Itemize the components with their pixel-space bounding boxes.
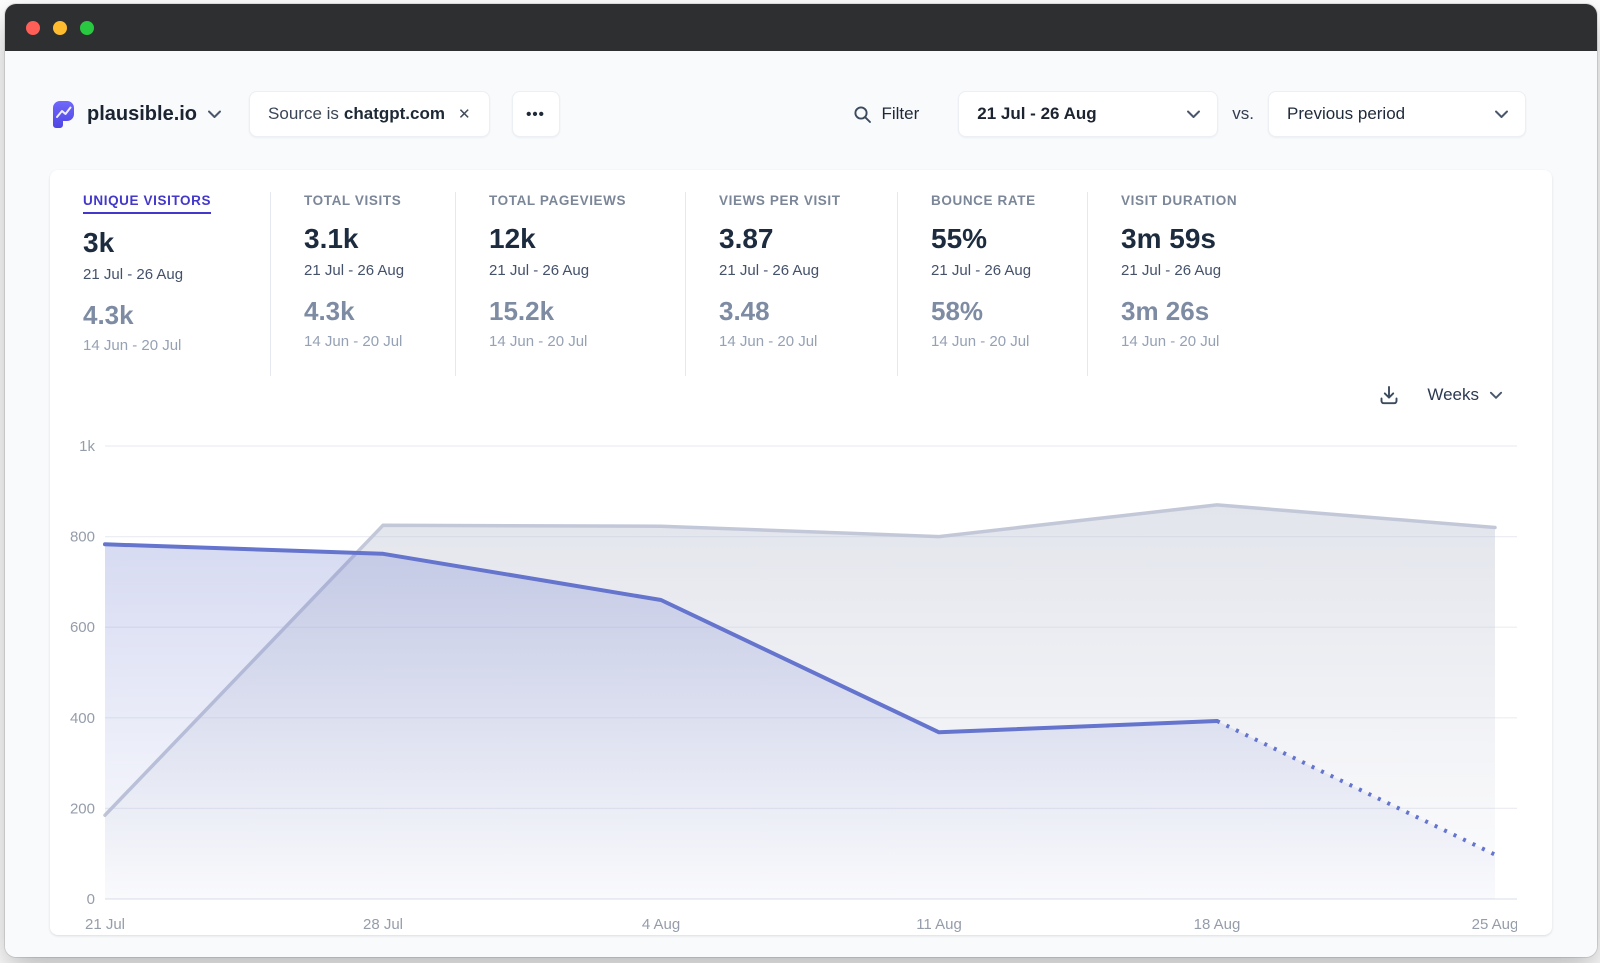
stat-period: 21 Jul - 26 Aug [304,262,405,279]
chevron-down-icon [208,110,222,118]
chevron-down-icon [1489,391,1503,399]
svg-text:28 Jul: 28 Jul [363,916,403,933]
stat-period: 21 Jul - 26 Aug [931,262,1032,279]
stat-value: 3m 59s [1121,223,1216,254]
comparison-value: Previous period [1287,104,1406,123]
filter-button-label: Filter [881,104,920,123]
top-stats-row: UNIQUE VISITORS 3k 21 Jul - 26 Aug 4.3k … [50,170,1552,376]
svg-text:0: 0 [87,891,95,908]
date-range-value: 21 Jul - 26 Aug [977,104,1097,123]
stat-unique-visitors[interactable]: UNIQUE VISITORS 3k 21 Jul - 26 Aug 4.3k … [50,192,270,376]
stat-label[interactable]: TOTAL PAGEVIEWS [489,193,627,208]
svg-text:11 Aug: 11 Aug [916,916,962,933]
remove-filter-icon[interactable]: ✕ [457,106,471,123]
svg-text:600: 600 [70,619,95,636]
stat-prev-period: 14 Jun - 20 Jul [304,333,403,350]
macos-titlebar [5,4,1597,51]
stat-period: 21 Jul - 26 Aug [1121,262,1222,279]
download-icon [1380,386,1398,405]
filter-button[interactable]: Filter [853,104,919,124]
site-name: plausible.io [87,102,198,125]
site-switcher[interactable]: plausible.io [50,100,222,128]
zoom-window-button[interactable] [80,20,94,35]
svg-text:25 Aug: 25 Aug [1472,916,1517,933]
stat-bounce-rate[interactable]: BOUNCE RATE 55% 21 Jul - 26 Aug 58% 14 J… [897,192,1087,376]
download-export-button[interactable] [1378,384,1400,406]
search-icon [854,105,872,123]
stat-prev-value: 3.48 [719,296,770,326]
stat-prev-value: 4.3k [304,296,355,326]
visitors-chart[interactable]: 0 200 400 600 800 1k 21 Jul 28 Jul 4 Aug 11 Aug 18… [65,416,1518,946]
plausible-logo-icon [53,100,74,128]
interval-picker[interactable]: Weeks [1427,385,1503,405]
stat-period: 21 Jul - 26 Aug [83,266,184,283]
interval-label: Weeks [1427,385,1479,404]
chart-controls: Weeks [50,380,1552,410]
chevron-down-icon [1495,110,1508,118]
filter-chip-source[interactable]: Source is chatgpt.com ✕ [249,91,490,137]
svg-text:400: 400 [70,710,95,727]
stat-views-per-visit[interactable]: VIEWS PER VISIT 3.87 21 Jul - 26 Aug 3.4… [685,192,897,376]
stat-value: 3.1k [304,223,359,254]
stat-visit-duration[interactable]: VISIT DURATION 3m 59s 21 Jul - 26 Aug 3m… [1087,192,1552,376]
stat-prev-period: 14 Jun - 20 Jul [1121,333,1220,350]
stat-label[interactable]: VISIT DURATION [1121,193,1238,208]
dashboard-header: plausible.io Source is chatgpt.com ✕ ••• [5,51,1597,137]
stat-prev-value: 3m 26s [1121,296,1210,326]
stat-prev-value: 58% [931,296,984,326]
stat-value: 3k [83,227,115,258]
stat-prev-period: 14 Jun - 20 Jul [719,333,818,350]
stat-prev-value: 4.3k [83,300,134,330]
comparison-picker[interactable]: Previous period [1268,91,1526,137]
app-window: plausible.io Source is chatgpt.com ✕ ••• [5,4,1597,957]
stat-total-visits[interactable]: TOTAL VISITS 3.1k 21 Jul - 26 Aug 4.3k 1… [270,192,455,376]
stat-value: 12k [489,223,536,254]
close-window-button[interactable] [26,20,40,35]
analytics-card: UNIQUE VISITORS 3k 21 Jul - 26 Aug 4.3k … [50,170,1552,935]
stat-label[interactable]: BOUNCE RATE [931,193,1036,208]
more-filters-button[interactable]: ••• [511,91,560,137]
stat-label[interactable]: VIEWS PER VISIT [719,193,841,208]
stat-prev-value: 15.2k [489,296,555,326]
minimize-window-button[interactable] [53,20,67,35]
filter-chip-value: chatgpt.com [343,104,445,123]
chart-area: 0 200 400 600 800 1k 21 Jul 28 Jul 4 Aug 11 Aug 18… [65,416,1552,951]
svg-text:1k: 1k [79,438,95,455]
stat-period: 21 Jul - 26 Aug [719,262,820,279]
ellipsis-icon: ••• [526,105,545,123]
stat-prev-period: 14 Jun - 20 Jul [489,333,588,350]
svg-text:18 Aug: 18 Aug [1194,916,1241,933]
chevron-down-icon [1187,110,1201,118]
stat-label[interactable]: UNIQUE VISITORS [83,193,212,214]
stat-prev-period: 14 Jun - 20 Jul [931,333,1030,350]
stat-label[interactable]: TOTAL VISITS [304,193,402,208]
stat-period: 21 Jul - 26 Aug [489,262,590,279]
svg-text:4 Aug: 4 Aug [642,916,680,933]
vs-label: vs. [1232,104,1254,123]
svg-text:200: 200 [70,800,95,817]
stat-total-pageviews[interactable]: TOTAL PAGEVIEWS 12k 21 Jul - 26 Aug 15.2… [455,192,685,376]
dashboard-page: plausible.io Source is chatgpt.com ✕ ••• [5,51,1597,957]
stat-prev-period: 14 Jun - 20 Jul [83,337,182,354]
svg-text:800: 800 [70,529,95,546]
stat-value: 55% [931,223,988,254]
filter-chip-prefix: Source is [268,104,339,123]
stat-value: 3.87 [719,223,774,254]
date-range-picker[interactable]: 21 Jul - 26 Aug [958,91,1219,137]
svg-text:21 Jul: 21 Jul [85,916,125,933]
